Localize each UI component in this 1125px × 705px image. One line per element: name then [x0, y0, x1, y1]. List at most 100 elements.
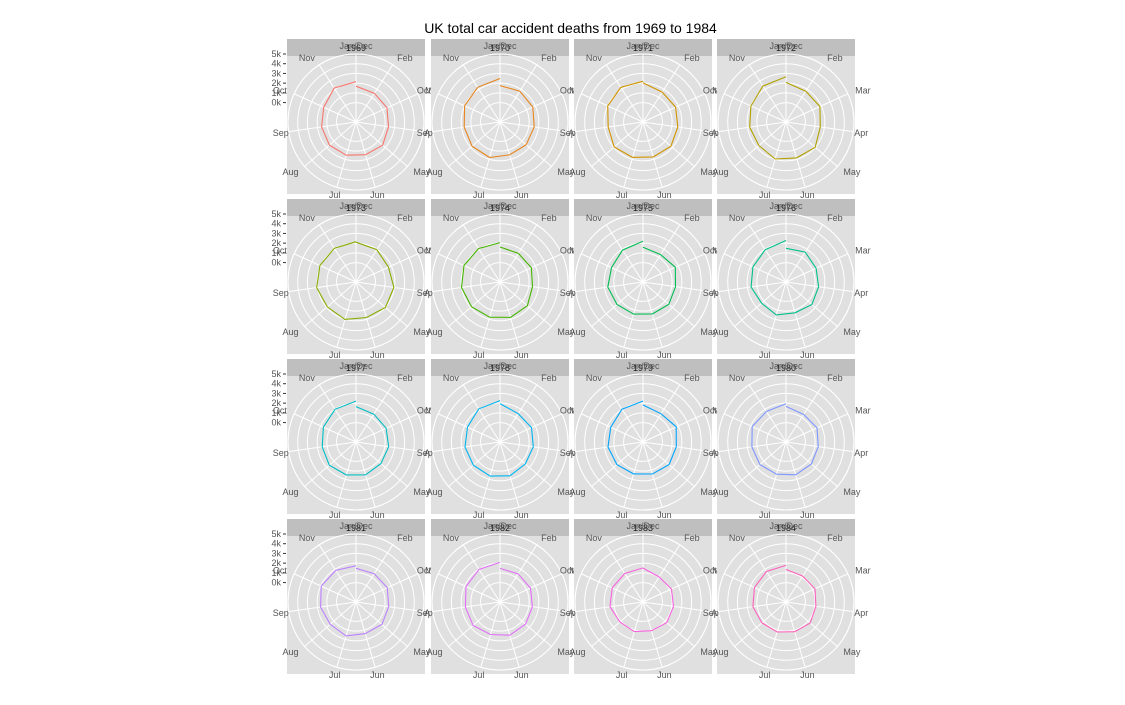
angular-label: May — [413, 167, 431, 177]
radial-tick-label: 1k — [271, 248, 281, 258]
grid-spoke — [304, 441, 357, 487]
grid-spoke — [642, 573, 706, 603]
grid-spoke — [355, 601, 424, 613]
angular-label: Feb — [541, 53, 557, 63]
facet-panel-1970: 1970Jan/DecFebMarAprMayJunJulAugSepOctNo… — [417, 39, 585, 200]
grid-spoke — [723, 93, 787, 123]
facet-strip — [431, 519, 569, 536]
angular-label: Feb — [397, 373, 413, 383]
grid-spoke — [432, 281, 501, 293]
grid-spoke — [318, 224, 357, 283]
facet-strip-label: 1971 — [633, 43, 653, 53]
grid-spoke — [480, 441, 501, 508]
facet-strip-label: 1975 — [633, 203, 653, 213]
angular-label: Feb — [827, 533, 843, 543]
grid-spoke — [355, 121, 424, 133]
radial-tick-label: 1k — [271, 88, 281, 98]
angular-label: Sep — [417, 128, 433, 138]
angular-label: Jan/Dec — [626, 521, 660, 531]
facet-strip-label: 1978 — [490, 363, 510, 373]
grid-spoke — [785, 121, 838, 167]
facet-panel-1974: 1974Jan/DecFebMarAprMayJunJulAugSepOctNo… — [417, 199, 585, 360]
radial-tick-label: 3k — [271, 388, 281, 398]
angular-label: Jun — [657, 190, 672, 200]
series-line-1970 — [463, 77, 535, 159]
angular-label: Mar — [855, 565, 871, 575]
grid-spoke — [462, 224, 501, 283]
angular-label: Jan/Dec — [769, 361, 803, 371]
grid-spoke — [499, 601, 568, 613]
angular-label: Nov — [299, 53, 316, 63]
grid-spoke — [766, 121, 787, 188]
grid-spoke — [448, 121, 501, 167]
grid-spoke — [480, 281, 501, 348]
angular-label: Jun — [657, 510, 672, 520]
grid-spoke — [605, 224, 644, 283]
facet-strip-label: 1974 — [490, 203, 510, 213]
angular-label: Jan/Dec — [339, 41, 373, 51]
angular-label: Feb — [827, 373, 843, 383]
grid-spoke — [580, 253, 644, 283]
angular-label: Nov — [299, 533, 316, 543]
angular-label: Sep — [273, 128, 289, 138]
facet-panel-1982: 1982Jan/DecFebMarAprMayJunJulAugSepOctNo… — [417, 519, 585, 680]
facet-strip — [717, 519, 855, 536]
grid-spoke — [499, 281, 520, 348]
angular-label: Jul — [329, 190, 341, 200]
facet-panel-1981: 1981Jan/DecFebMarAprMayJunJulAugSepOctNo… — [271, 519, 441, 680]
angular-label: Mar — [855, 405, 871, 415]
angular-label: Mar — [855, 245, 871, 255]
grid-spoke — [432, 601, 501, 613]
angular-label: Jan/Dec — [626, 201, 660, 211]
angular-label: Feb — [541, 533, 557, 543]
facet-strip-label: 1983 — [633, 523, 653, 533]
angular-label: Jun — [800, 350, 815, 360]
grid-spoke — [355, 441, 424, 453]
series-line-1969 — [321, 81, 390, 156]
angular-label: Jan/Dec — [483, 521, 517, 531]
grid-spoke — [785, 253, 849, 283]
radial-tick-label: 0k — [271, 98, 281, 108]
angular-label: Oct — [273, 85, 288, 95]
angular-label: Jan/Dec — [483, 201, 517, 211]
grid-spoke — [734, 601, 787, 647]
angular-label: Feb — [541, 373, 557, 383]
angular-label: Nov — [443, 373, 460, 383]
angular-label: May — [413, 487, 431, 497]
facet-strip — [287, 199, 425, 216]
radial-tick-label: 4k — [271, 379, 281, 389]
facet-strip — [431, 359, 569, 376]
angular-label: Jun — [370, 670, 385, 680]
angular-label: Sep — [703, 128, 719, 138]
angular-label: Oct — [417, 245, 432, 255]
grid-spoke — [355, 601, 376, 668]
grid-spoke — [642, 601, 695, 647]
series-line-1982 — [464, 561, 533, 636]
angular-label: Jul — [759, 350, 771, 360]
angular-label: Feb — [827, 53, 843, 63]
facet-strip — [574, 39, 712, 56]
angular-label: Oct — [273, 405, 288, 415]
angular-label: Jul — [473, 350, 485, 360]
radial-tick-label: 3k — [271, 68, 281, 78]
facet-strip — [574, 359, 712, 376]
grid-spoke — [642, 441, 663, 508]
angular-label: Aug — [427, 487, 443, 497]
angular-label: Jan/Dec — [339, 201, 373, 211]
grid-spoke — [642, 281, 663, 348]
facet-strip — [287, 519, 425, 536]
grid-spoke — [642, 121, 695, 167]
angular-label: Oct — [703, 405, 718, 415]
grid-spoke — [642, 413, 706, 443]
angular-label: Feb — [541, 213, 557, 223]
angular-label: Aug — [570, 167, 586, 177]
radial-tick-label: 3k — [271, 228, 281, 238]
grid-spoke — [437, 253, 501, 283]
grid-spoke — [304, 121, 357, 167]
angular-label: Aug — [283, 647, 299, 657]
grid-spoke — [355, 281, 408, 327]
grid-spoke — [355, 253, 419, 283]
angular-label: Jan/Dec — [626, 41, 660, 51]
